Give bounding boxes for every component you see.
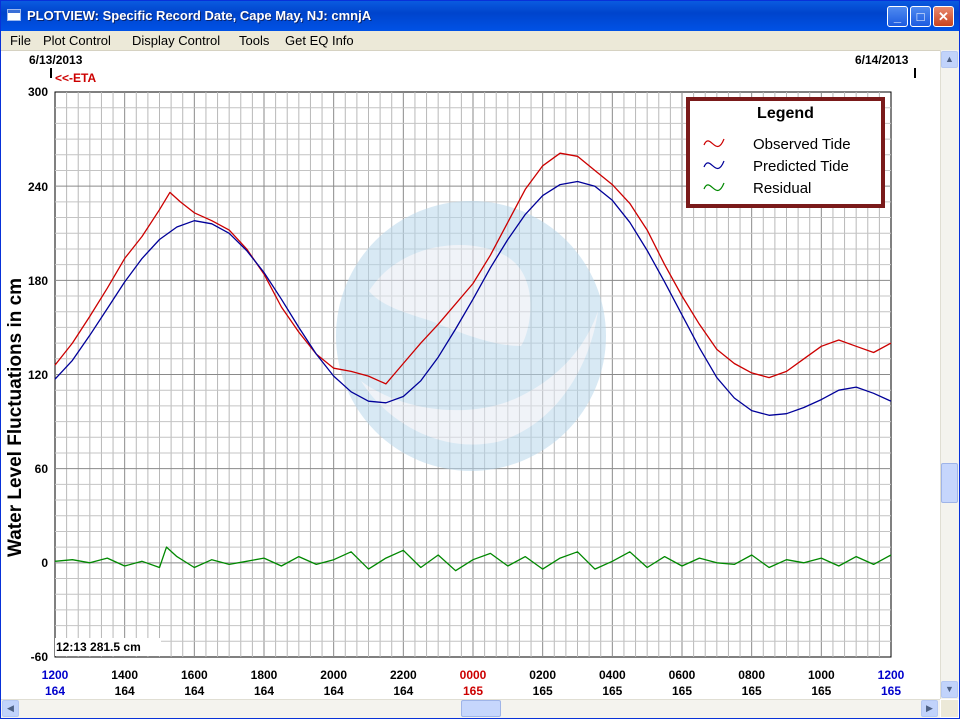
x-tick-day-label: 165 (462, 684, 484, 698)
menu-plot-control[interactable]: Plot Control (43, 33, 111, 48)
legend-swatches (703, 138, 725, 191)
x-tick-day-label: 164 (114, 684, 135, 698)
y-tick-label: -60 (30, 650, 48, 664)
x-tick-time-label: 0000 (459, 668, 487, 682)
x-tick-day-label: 164 (393, 684, 414, 698)
cursor-readout-box: 12:13 281.5 cm (55, 638, 161, 656)
y-tick-label: 60 (34, 462, 48, 476)
x-tick-time-label: 0200 (529, 668, 556, 682)
menu-file[interactable]: File (10, 33, 31, 48)
scroll-up-button[interactable]: ▲ (941, 51, 958, 68)
vertical-scroll-thumb[interactable] (941, 463, 958, 503)
x-tick-day-label: 165 (671, 684, 693, 698)
x-tick-time-label: 1800 (250, 668, 278, 682)
series-line-predicted-tide (54, 180, 892, 416)
title-bar[interactable]: PLOTVIEW: Specific Record Date, Cape May… (1, 1, 959, 31)
series-line-residual (54, 546, 892, 572)
x-tick-day-label: 165 (602, 684, 623, 698)
x-tick-time-label: 1600 (180, 668, 208, 682)
x-tick-day-label: 164 (184, 684, 205, 698)
y-tick-label: 120 (27, 368, 48, 382)
noaa-watermark (336, 201, 606, 471)
end-tick-mark (914, 68, 916, 78)
legend-swatch-predicted (703, 160, 725, 169)
menu-get-eq-info[interactable]: Get EQ Info (285, 33, 354, 48)
y-tick-label: 0 (41, 556, 48, 570)
legend-swatch-observed (703, 138, 725, 147)
app-window-icon[interactable] (7, 9, 21, 21)
legend-swatch-residual (703, 182, 725, 191)
menu-bar: File Plot Control Display Control Tools … (1, 31, 959, 51)
x-tick-day-label: 165 (532, 684, 553, 698)
scroll-right-button[interactable]: ▶ (921, 700, 938, 717)
x-tick-day-label: 165 (880, 684, 902, 698)
x-tick-day-label: 165 (741, 684, 762, 698)
vertical-scrollbar[interactable]: ▲ ▼ (940, 50, 959, 699)
legend-observed-label: Observed Tide (753, 136, 851, 153)
menu-display-control[interactable]: Display Control (132, 33, 221, 48)
legend-title: Legend (757, 105, 814, 122)
eta-marker: <<-ETA (55, 71, 97, 85)
y-tick-label: 300 (27, 85, 48, 99)
horizontal-scrollbar[interactable]: ◀ ▶ (1, 699, 940, 718)
x-tick-time-label: 1000 (807, 668, 835, 682)
horizontal-scroll-thumb[interactable] (461, 700, 501, 717)
x-tick-day-label: 164 (323, 684, 344, 698)
legend-predicted-label: Predicted Tide (753, 158, 849, 175)
series-layer (54, 152, 892, 572)
legend-inner: Legend Observed Tide Predicted Tide Resi… (690, 101, 881, 204)
maximize-button[interactable]: □ (910, 6, 931, 27)
x-tick-day-label: 164 (253, 684, 275, 698)
y-tick-label: 240 (27, 180, 48, 194)
x-tick-day-label: 165 (811, 684, 832, 698)
minimize-button[interactable]: _ (887, 6, 908, 27)
start-tick-mark (50, 68, 52, 78)
x-tick-time-label: 2000 (320, 668, 347, 682)
x-tick-time-label: 0600 (668, 668, 696, 682)
x-tick-time-label: 0800 (738, 668, 765, 682)
legend-box: Legend Observed Tide Predicted Tide Resi… (686, 97, 885, 208)
x-tick-day-label: 164 (44, 684, 66, 698)
x-tick-time-label: 0400 (598, 668, 626, 682)
menu-tools[interactable]: Tools (239, 33, 270, 48)
scroll-corner (941, 700, 958, 717)
scroll-left-button[interactable]: ◀ (2, 700, 19, 717)
x-tick-time-label: 1200 (41, 668, 69, 682)
cursor-readout: 12:13 281.5 cm (56, 640, 141, 654)
y-tick-label: 180 (27, 274, 48, 288)
close-button[interactable]: ✕ (933, 6, 954, 27)
window-title: PLOTVIEW: Specific Record Date, Cape May… (27, 8, 372, 23)
legend-residual-label: Residual (753, 180, 812, 197)
end-date-label: 6/14/2013 (855, 53, 909, 67)
x-tick-time-label: 1200 (877, 668, 905, 682)
x-tick-time-label: 1400 (111, 668, 138, 682)
series-line-observed-tide (54, 152, 892, 385)
x-tick-time-label: 2200 (389, 668, 417, 682)
scroll-down-button[interactable]: ▼ (941, 681, 958, 698)
start-date-label: 6/13/2013 (29, 53, 83, 67)
